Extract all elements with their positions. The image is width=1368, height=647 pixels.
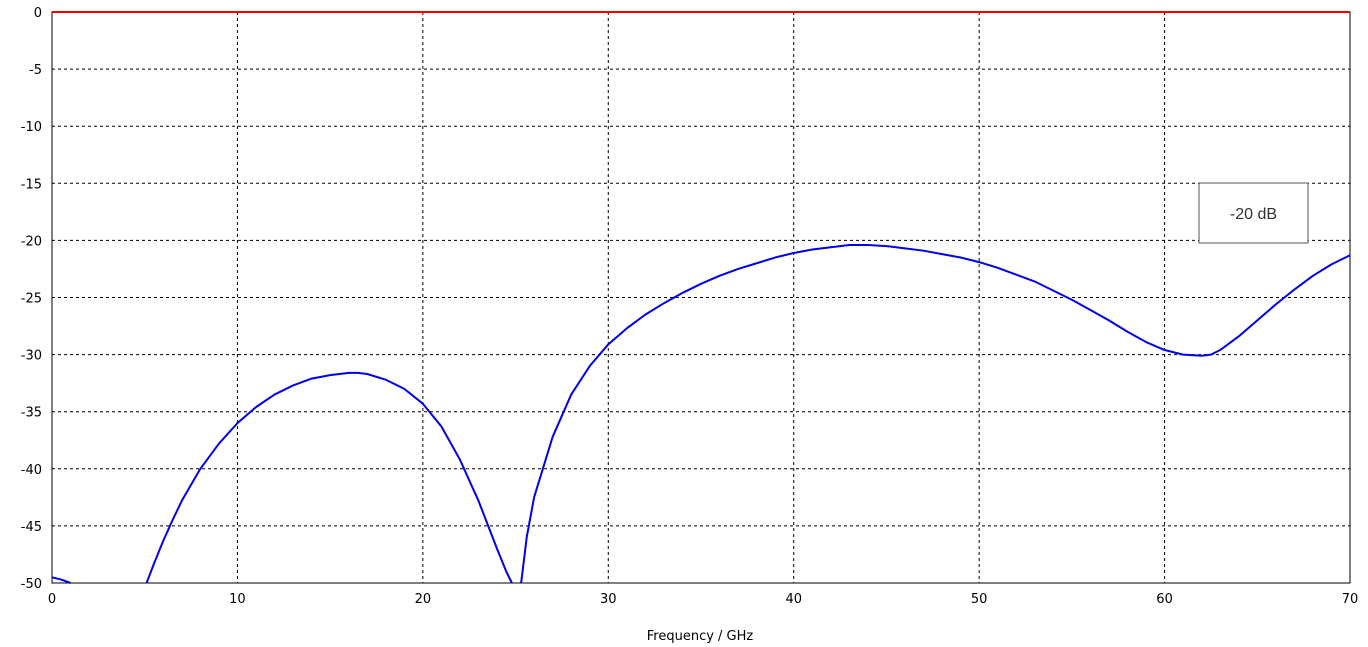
x-tick-label: 30: [600, 592, 617, 607]
y-tick-label: -40: [21, 463, 42, 478]
annotation-box: -20 dB: [1198, 182, 1309, 244]
x-tick-label: 50: [971, 592, 988, 607]
y-tick-label: -50: [21, 577, 42, 592]
series-line-0: [51, 576, 71, 584]
x-axis-title: Frequency / GHz: [647, 629, 754, 644]
x-tick-label: 20: [415, 592, 432, 607]
series-group: [51, 11, 1351, 584]
y-tick-label: -5: [29, 63, 42, 78]
x-tick-labels: 0 10 20 30 40 50 60 70: [48, 592, 1358, 607]
x-tick-label: 0: [48, 592, 56, 607]
y-tick-label: -30: [21, 349, 42, 364]
annotation-label: -20 dB: [1230, 206, 1277, 223]
y-tick-label: -25: [21, 292, 42, 307]
y-tick-label: -15: [21, 177, 42, 192]
x-tick-label: 40: [785, 592, 802, 607]
y-tick-label: -20: [21, 234, 42, 249]
y-tick-label: -45: [21, 520, 42, 535]
y-tick-label: -35: [21, 406, 42, 421]
y-tick-labels: 0 -5 -10 -15 -20 -25 -30 -35 -40 -45 -50: [21, 6, 42, 592]
series-line-2: [520, 243, 1351, 584]
x-tick-label: 10: [229, 592, 246, 607]
x-tick-label: 70: [1342, 592, 1359, 607]
x-tick-label: 60: [1156, 592, 1173, 607]
y-tick-label: 0: [34, 6, 42, 21]
series-line-1: [145, 371, 513, 584]
y-tick-label: -10: [21, 120, 42, 135]
grid: [51, 11, 1351, 584]
